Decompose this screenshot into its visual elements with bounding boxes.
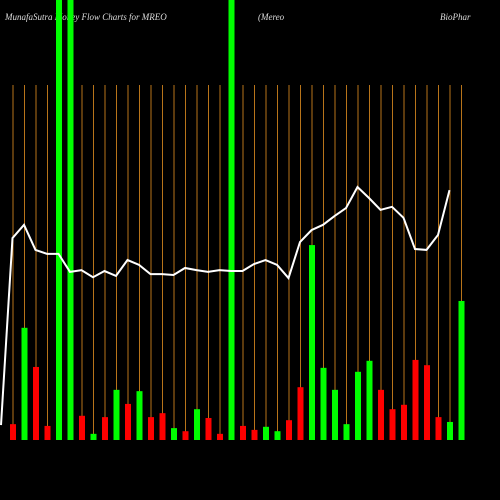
bar (148, 417, 154, 440)
bar (286, 420, 292, 440)
bar (113, 389, 120, 440)
bar (228, 0, 235, 440)
bar (205, 418, 212, 440)
bar (21, 327, 28, 440)
bar (378, 389, 384, 440)
bar (355, 371, 361, 440)
bar (136, 391, 143, 440)
chart-subtitle: (Mereo (258, 12, 285, 22)
chart-subtitle: BioPhar (440, 12, 471, 22)
bar (159, 413, 166, 440)
bar (79, 415, 85, 440)
chart-title: MunafaSutra Money Flow Charts for MREO (4, 12, 167, 22)
bar (251, 429, 258, 440)
bar (320, 367, 327, 440)
bar (56, 0, 62, 440)
bar (401, 404, 407, 440)
bar (125, 403, 131, 440)
bar (389, 409, 396, 440)
bar (263, 426, 269, 440)
bar (10, 424, 16, 440)
bar (343, 424, 350, 440)
bar (194, 409, 200, 440)
money-flow-line (0, 185, 451, 426)
bar (366, 360, 373, 440)
bar (412, 359, 419, 440)
bar (424, 365, 430, 440)
bar (44, 425, 51, 440)
bar (435, 417, 442, 440)
bar (458, 300, 465, 440)
bar (171, 428, 177, 440)
bar (447, 421, 453, 440)
bar (240, 425, 246, 440)
bar (90, 433, 97, 440)
bar (33, 366, 39, 440)
bar (67, 0, 74, 440)
bar (182, 431, 189, 440)
bar (274, 431, 281, 440)
bar (102, 417, 108, 440)
bar (217, 433, 223, 440)
bar (332, 389, 338, 440)
bar (309, 245, 315, 440)
bar (297, 387, 304, 440)
